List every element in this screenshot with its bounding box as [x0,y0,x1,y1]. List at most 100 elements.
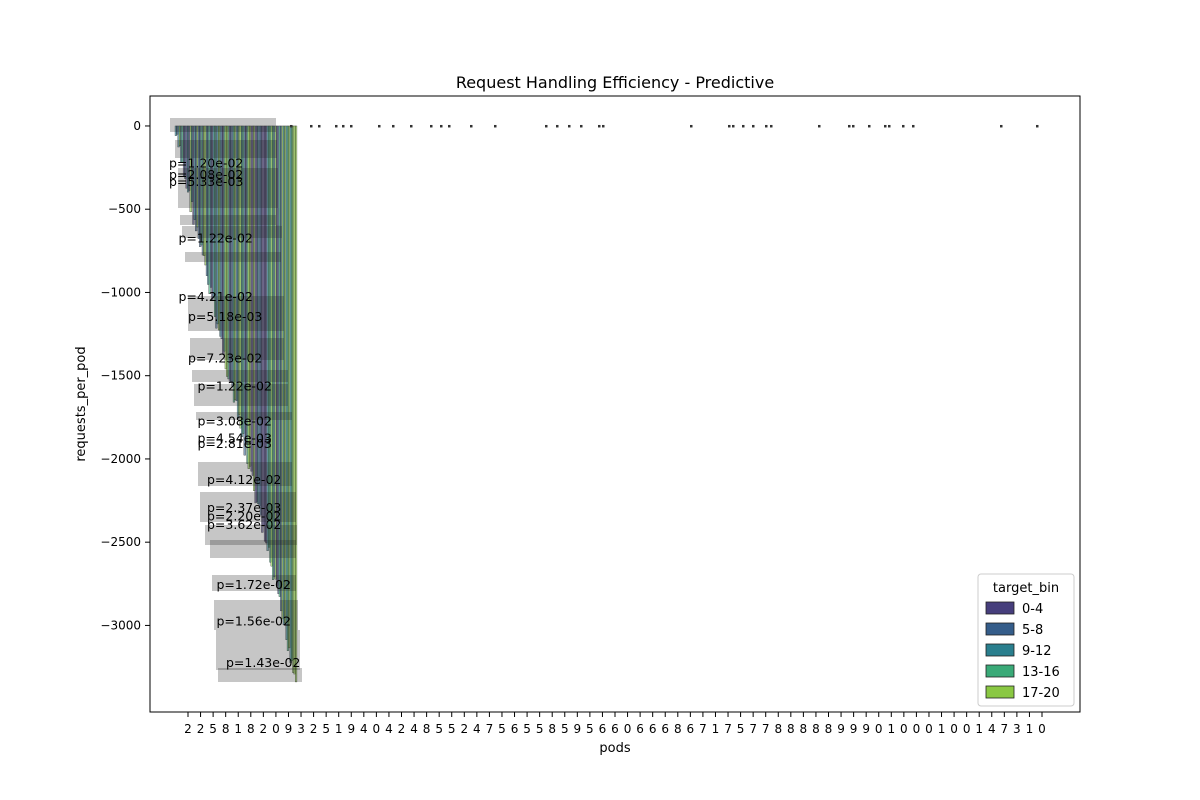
chart-title: Request Handling Efficiency - Predictive [456,73,774,92]
x-tick-label: 0 [624,722,632,736]
p-value-annotation: p=1.22e-02 [179,231,253,246]
label-cluster [212,575,296,591]
p-value-annotation: p=2.08e-02 [169,167,243,182]
x-tick-label: 6 [687,722,695,736]
legend-entry-label: 13-16 [1022,665,1060,680]
p-value-annotation: p=1.56e-02 [217,613,291,628]
label-cluster [182,226,282,238]
legend-swatch [985,643,1015,657]
legend-swatch [985,664,1015,678]
x-tick-label: 7 [486,722,494,736]
p-value-annotation: p=1.72e-02 [217,577,291,592]
small-bar [392,124,395,128]
small-bar [752,124,755,128]
x-tick-label: 4 [360,722,368,736]
x-tick-label: 7 [762,722,770,736]
x-tick-label: 6 [649,722,657,736]
small-bar [728,124,731,128]
small-bar [770,124,773,128]
label-cluster [188,296,284,331]
small-bar [1000,124,1003,128]
x-tick-label: 0 [1038,722,1046,736]
x-tick-label: 7 [724,722,732,736]
x-tick-label: 6 [636,722,644,736]
x-tick-label: 8 [423,722,431,736]
x-tick-label: 8 [800,722,808,736]
p-value-annotation: p=2.81e-03 [198,436,272,451]
small-bar [342,124,345,128]
label-cluster [205,525,297,545]
x-tick-label: 0 [373,722,381,736]
small-bar [494,124,497,128]
x-tick-label: 9 [285,722,293,736]
y-tick-label: −1500 [100,369,141,383]
x-tick-label: 5 [536,722,544,736]
small-bar [884,124,887,128]
legend-entry-label: 0-4 [1022,602,1043,617]
legend-swatch [985,685,1015,699]
x-tick-label: 5 [523,722,531,736]
x-tick-label: 4 [385,722,393,736]
p-value-annotation: p=5.33e-03 [169,174,243,189]
p-value-annotation: p=4.54e-03 [198,430,272,445]
x-tick-label: 7 [1001,722,1009,736]
small-bar [742,124,745,128]
p-value-annotation: p=7.23e-02 [188,350,262,365]
small-bar [580,124,583,128]
x-tick-label: 0 [925,722,933,736]
x-tick-label: 1 [335,722,343,736]
small-bar [902,124,905,128]
small-bar [440,124,443,128]
label-cluster [198,462,292,486]
small-bar [335,124,338,128]
small-bar [1036,124,1039,128]
small-bar [690,124,693,128]
small-bar [888,124,891,128]
small-bar [765,124,768,128]
x-tick-label: 0 [900,722,908,736]
small-bar [470,124,473,128]
label-cluster [175,140,277,158]
x-tick-label: 5 [737,722,745,736]
x-tick-label: 5 [561,722,569,736]
label-cluster [216,630,300,670]
label-cluster [218,668,302,682]
x-tick-label: 8 [825,722,833,736]
label-cluster [194,384,288,406]
x-tick-label: 7 [699,722,707,736]
x-tick-label: 9 [347,722,355,736]
small-bar [598,124,601,128]
x-tick-label: 6 [511,722,519,736]
x-tick-label: 4 [473,722,481,736]
x-tick-label: 6 [599,722,607,736]
x-tick-label: 8 [247,722,255,736]
x-tick-label: 5 [498,722,506,736]
y-tick-label: −2000 [100,452,141,466]
p-value-annotation: p=3.08e-02 [198,414,272,429]
x-tick-label: 0 [950,722,958,736]
x-tick-label: 3 [1013,722,1021,736]
p-value-annotation: p=1.22e-02 [198,379,272,394]
x-tick-label: 8 [222,722,230,736]
legend-entry-label: 5-8 [1022,623,1043,638]
small-bar [556,124,559,128]
x-tick-label: 6 [661,722,669,736]
x-tick-label: 8 [774,722,782,736]
x-tick-label: 1 [234,722,242,736]
p-value-annotation: p=4.12e-02 [207,472,281,487]
y-tick-label: −3000 [100,618,141,632]
small-bar [318,124,321,128]
legend-title: target_bin [993,581,1059,596]
plot-area: p=1.22e-02 p=4.54e-03p=2.81e-03 p=2.37e-03… [169,118,1039,683]
x-tick-label: 0 [913,722,921,736]
x-tick-label: 2 [184,722,192,736]
label-cluster [192,370,288,382]
legend-entries: 0-4 5-8 9-12 13-16 17-20 [985,601,1060,701]
small-bar [732,124,735,128]
x-tick-label: 5 [209,722,217,736]
x-tick-label: 1 [1026,722,1034,736]
p-value-annotation: p=5.18e-03 [188,309,262,324]
x-tick-label: 8 [787,722,795,736]
y-axis-ticks: 0 −500 −1000 −1500 −2000 −2500 −3000 [100,119,150,632]
